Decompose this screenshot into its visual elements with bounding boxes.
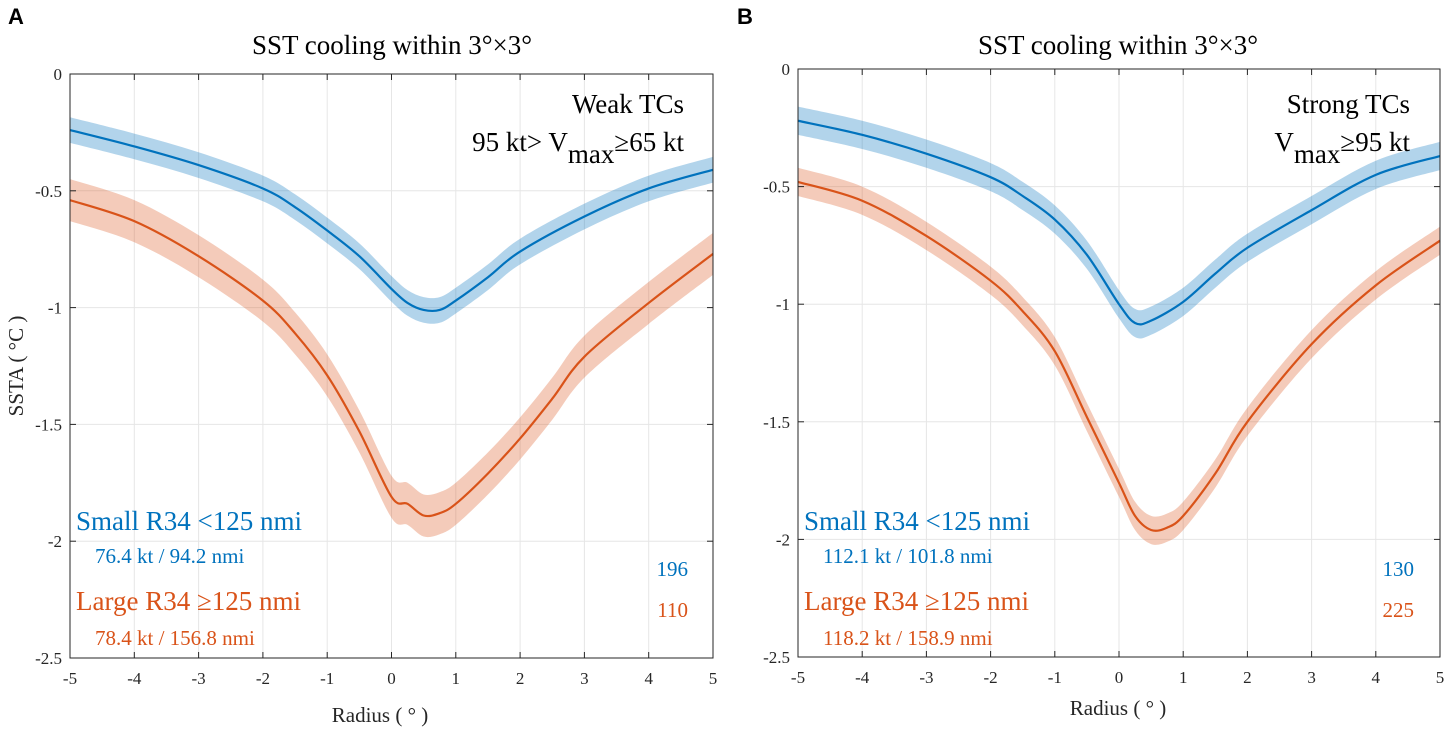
y-tick-label: -1.5 <box>35 415 62 434</box>
condition-suffix: ≥95 kt <box>1340 127 1410 157</box>
count-small: 130 <box>1383 557 1415 581</box>
legend-small-stats: 112.1 kt / 101.8 nmi <box>823 544 993 568</box>
y-tick-label: -0.5 <box>763 178 790 197</box>
x-axis-label: Radius ( ° ) <box>332 703 428 727</box>
x-tick-label: -3 <box>192 669 206 688</box>
x-tick-label: -2 <box>256 669 270 688</box>
x-tick-label: 3 <box>1307 668 1316 687</box>
annotation-condition: Vmax≥95 kt <box>1274 127 1410 169</box>
x-tick-label: 1 <box>452 669 461 688</box>
x-tick-label: -2 <box>984 668 998 687</box>
x-tick-label: 4 <box>644 669 653 688</box>
legend-small-name: Small R34 <125 nmi <box>804 506 1030 536</box>
condition-prefix: 95 kt> V <box>472 127 568 157</box>
confidence-bands <box>70 117 713 538</box>
confidence-band-large-r34 <box>70 179 713 538</box>
y-tick-label: -2 <box>48 532 62 551</box>
x-axis-label: Radius ( ° ) <box>1070 696 1166 720</box>
x-tick-label: -4 <box>127 669 142 688</box>
y-tick-label: -1.5 <box>763 413 790 432</box>
annotation-title: Weak TCs <box>572 89 684 119</box>
count-large: 110 <box>657 598 688 622</box>
condition-prefix: V <box>1274 127 1294 157</box>
grid <box>70 74 713 658</box>
series-line-small-r34 <box>797 119 1441 326</box>
panel-label: A <box>8 4 24 29</box>
panel-label: B <box>737 4 753 29</box>
series-line-small-r34 <box>69 128 714 313</box>
count-large: 225 <box>1383 598 1415 622</box>
x-tick-label: 0 <box>387 669 396 688</box>
x-tick-label: 1 <box>1179 668 1188 687</box>
condition-suffix: ≥65 kt <box>614 127 684 157</box>
x-tick-label: 2 <box>1243 668 1252 687</box>
legend-large-stats: 78.4 kt / 156.8 nmi <box>95 626 255 650</box>
x-tick-label: -3 <box>919 668 933 687</box>
y-tick-label: -2.5 <box>35 649 62 668</box>
y-tick-label: -1 <box>48 299 62 318</box>
x-tick-label: 0 <box>1115 668 1124 687</box>
confidence-band-small-r34 <box>70 117 713 324</box>
x-tick-label: -5 <box>791 668 805 687</box>
x-tick-label: -1 <box>1048 668 1062 687</box>
x-tick-label: 4 <box>1372 668 1381 687</box>
legend-small-stats: 76.4 kt / 94.2 nmi <box>95 544 245 568</box>
y-tick-label: 0 <box>782 60 791 79</box>
legend-small-name: Small R34 <125 nmi <box>76 506 302 536</box>
y-axis-label: SSTA ( °C ) <box>4 316 28 417</box>
y-tick-label: -2.5 <box>763 648 790 667</box>
grid <box>798 69 1440 657</box>
chart-title: SST cooling within 3°×3° <box>252 30 532 60</box>
series-lines <box>797 119 1441 532</box>
legend-large-name: Large R34 ≥125 nmi <box>804 586 1029 616</box>
x-tick-label: 5 <box>1436 668 1445 687</box>
condition-subscript: max <box>1294 139 1341 169</box>
panel-b: B SST cooling within 3°×3° Radius ( ° ) … <box>737 4 1444 720</box>
y-tick-label: -0.5 <box>35 182 62 201</box>
legend-large-stats: 118.2 kt / 158.9 nmi <box>823 626 993 650</box>
y-tick-label: -1 <box>776 295 790 314</box>
axis-ticks: -5 -4 -3 -2 -1 0 1 2 3 4 5 0 -0.5 -1 -1.5 -2 -2.5 <box>35 65 717 688</box>
axis-ticks: -5 -4 -3 -2 -1 0 1 2 3 4 5 0 -0.5 -1 -1.5 -2 -2.5 <box>763 60 1444 687</box>
series-line-large-r34 <box>797 180 1441 532</box>
series-line-large-r34 <box>69 199 714 518</box>
confidence-band-large-r34 <box>798 167 1440 545</box>
panel-a: A SST cooling within 3°×3° SSTA ( °C ) R… <box>4 4 717 727</box>
y-tick-label: 0 <box>54 65 63 84</box>
chart-title: SST cooling within 3°×3° <box>978 30 1258 60</box>
count-small: 196 <box>657 557 689 581</box>
x-tick-label: -1 <box>320 669 334 688</box>
y-tick-label: -2 <box>776 530 790 549</box>
condition-subscript: max <box>568 139 615 169</box>
x-tick-label: 2 <box>516 669 525 688</box>
x-tick-label: -4 <box>855 668 870 687</box>
x-tick-label: 5 <box>709 669 718 688</box>
annotation-title: Strong TCs <box>1287 89 1410 119</box>
series-lines <box>69 128 714 518</box>
annotation-condition: 95 kt> Vmax≥65 kt <box>472 127 684 169</box>
x-tick-label: 3 <box>580 669 589 688</box>
legend-large-name: Large R34 ≥125 nmi <box>76 586 301 616</box>
x-tick-label: -5 <box>63 669 77 688</box>
